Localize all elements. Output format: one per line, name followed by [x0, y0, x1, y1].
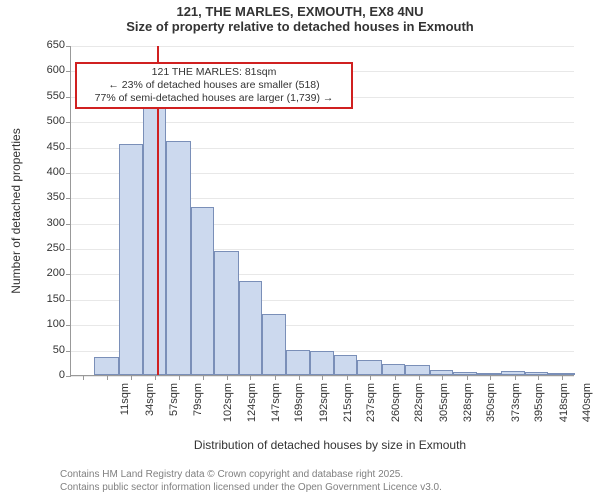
x-tick-label: 124sqm	[246, 383, 258, 422]
x-tick-label: 237sqm	[366, 383, 378, 422]
header-subtitle: Size of property relative to detached ho…	[0, 19, 600, 34]
histogram-bar	[191, 207, 214, 375]
x-tick-label: 418sqm	[558, 383, 570, 422]
callout-line1: 121 THE MARLES: 81sqm	[83, 66, 345, 79]
gridline	[71, 46, 574, 47]
x-tick-mark	[155, 375, 156, 380]
x-tick-mark	[227, 375, 228, 380]
histogram-bar	[405, 365, 429, 375]
header-address: 121, THE MARLES, EXMOUTH, EX8 4NU	[0, 4, 600, 19]
x-tick-mark	[538, 375, 539, 380]
histogram-bar	[262, 314, 286, 375]
x-tick-mark	[490, 375, 491, 380]
x-tick-label: 373sqm	[510, 383, 522, 422]
y-tick-label: 350	[35, 191, 71, 203]
y-tick-label: 400	[35, 166, 71, 178]
histogram-bar	[525, 372, 548, 375]
x-tick-label: 11sqm	[119, 383, 131, 415]
x-tick-label: 57sqm	[169, 383, 181, 416]
x-tick-label: 102sqm	[222, 383, 234, 422]
x-tick-mark	[275, 375, 276, 380]
x-tick-mark	[515, 375, 516, 380]
y-tick-label: 0	[35, 369, 71, 381]
x-tick-label: 328sqm	[462, 383, 474, 422]
x-tick-mark	[370, 375, 371, 380]
histogram-bar	[239, 281, 262, 375]
x-tick-mark	[83, 375, 84, 380]
y-tick-label: 300	[35, 217, 71, 229]
histogram-bar	[430, 370, 453, 375]
y-tick-label: 450	[35, 141, 71, 153]
histogram-bar	[334, 355, 357, 375]
callout-line2: ← 23% of detached houses are smaller (51…	[83, 79, 345, 92]
y-tick-label: 500	[35, 115, 71, 127]
x-tick-label: 282sqm	[413, 383, 425, 422]
x-tick-mark	[395, 375, 396, 380]
y-tick-label: 50	[35, 344, 71, 356]
x-tick-mark	[179, 375, 180, 380]
chart-area: 0501001502002503003504004505005506006501…	[50, 46, 580, 426]
footer-line2: Contains public sector information licen…	[60, 482, 442, 495]
x-axis-label: Distribution of detached houses by size …	[70, 438, 590, 452]
histogram-bar	[166, 141, 190, 375]
histogram-bar	[477, 373, 500, 375]
x-tick-label: 192sqm	[318, 383, 330, 422]
histogram-bar	[286, 350, 309, 375]
x-tick-label: 305sqm	[438, 383, 450, 422]
x-tick-mark	[419, 375, 420, 380]
histogram-bar	[501, 371, 525, 375]
callout-line3: 77% of semi-detached houses are larger (…	[83, 92, 345, 105]
histogram-bar	[119, 144, 143, 375]
callout-box: 121 THE MARLES: 81sqm← 23% of detached h…	[75, 62, 353, 109]
histogram-bar	[382, 364, 405, 375]
x-tick-label: 79sqm	[192, 383, 204, 416]
plot-area: 0501001502002503003504004505005506006501…	[70, 46, 574, 376]
y-tick-label: 600	[35, 64, 71, 76]
histogram-bar	[453, 372, 477, 375]
y-tick-label: 100	[35, 318, 71, 330]
x-tick-mark	[107, 375, 108, 380]
x-tick-mark	[442, 375, 443, 380]
y-tick-label: 150	[35, 293, 71, 305]
footer-line1: Contains HM Land Registry data © Crown c…	[60, 469, 442, 482]
histogram-bar	[94, 357, 118, 375]
y-tick-label: 550	[35, 90, 71, 102]
y-tick-label: 250	[35, 242, 71, 254]
x-tick-label: 147sqm	[270, 383, 282, 422]
y-axis-label: Number of detached properties	[8, 46, 24, 376]
x-tick-mark	[203, 375, 204, 380]
footer-attribution: Contains HM Land Registry data © Crown c…	[60, 469, 442, 494]
x-tick-mark	[250, 375, 251, 380]
histogram-bar	[143, 108, 166, 375]
x-tick-mark	[467, 375, 468, 380]
x-tick-label: 169sqm	[293, 383, 305, 422]
x-tick-mark	[562, 375, 563, 380]
x-tick-label: 395sqm	[533, 383, 545, 422]
y-tick-label: 200	[35, 267, 71, 279]
x-tick-mark	[347, 375, 348, 380]
x-tick-label: 215sqm	[342, 383, 354, 422]
x-tick-mark	[322, 375, 323, 380]
chart-header: 121, THE MARLES, EXMOUTH, EX8 4NU Size o…	[0, 0, 600, 34]
x-tick-label: 260sqm	[390, 383, 402, 422]
y-tick-label: 650	[35, 39, 71, 51]
histogram-bar	[214, 251, 238, 375]
x-tick-mark	[131, 375, 132, 380]
x-tick-label: 350sqm	[486, 383, 498, 422]
x-tick-mark	[299, 375, 300, 380]
x-tick-label: 34sqm	[144, 383, 156, 416]
histogram-bar	[310, 351, 334, 375]
histogram-bar	[357, 360, 381, 375]
x-tick-label: 440sqm	[581, 383, 593, 422]
